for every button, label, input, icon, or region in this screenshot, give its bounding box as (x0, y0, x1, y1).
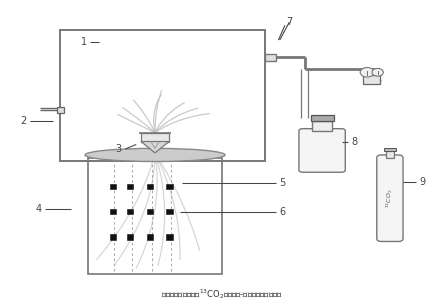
Bar (127, 234, 133, 240)
Text: $^{13}$CO$_2$: $^{13}$CO$_2$ (385, 188, 395, 208)
Bar (109, 184, 116, 189)
Bar (88, 158, 222, 274)
Bar (147, 209, 153, 214)
Text: 一种水土环境共用的$^{13}$CO$_2$标记培养-根系分泌物收集装置: 一种水土环境共用的$^{13}$CO$_2$标记培养-根系分泌物收集装置 (160, 287, 283, 301)
Bar (311, 115, 334, 121)
Circle shape (360, 67, 374, 77)
Text: 6: 6 (280, 206, 286, 217)
Bar (384, 148, 396, 151)
Bar (167, 184, 172, 189)
Circle shape (372, 68, 383, 76)
Bar (147, 184, 153, 189)
Bar (127, 184, 133, 189)
Bar (363, 75, 380, 84)
Text: 5: 5 (280, 178, 286, 188)
Ellipse shape (85, 148, 225, 162)
Bar (265, 54, 276, 61)
Bar (385, 151, 394, 158)
Text: 1: 1 (81, 37, 87, 47)
Bar (60, 30, 265, 161)
Text: 9: 9 (420, 177, 426, 187)
Text: 4: 4 (35, 204, 42, 213)
Bar (147, 234, 153, 240)
Text: 7: 7 (286, 17, 292, 27)
Text: 3: 3 (116, 144, 122, 154)
FancyBboxPatch shape (299, 129, 345, 172)
FancyBboxPatch shape (377, 155, 403, 242)
Polygon shape (141, 133, 169, 142)
Text: 2: 2 (21, 116, 27, 126)
Bar (58, 106, 64, 113)
Bar (312, 121, 332, 131)
Bar (127, 209, 133, 214)
Bar (167, 209, 172, 214)
Text: 8: 8 (352, 137, 358, 146)
Bar (109, 234, 116, 240)
Polygon shape (141, 142, 169, 153)
Bar (167, 234, 172, 240)
Bar (109, 209, 116, 214)
